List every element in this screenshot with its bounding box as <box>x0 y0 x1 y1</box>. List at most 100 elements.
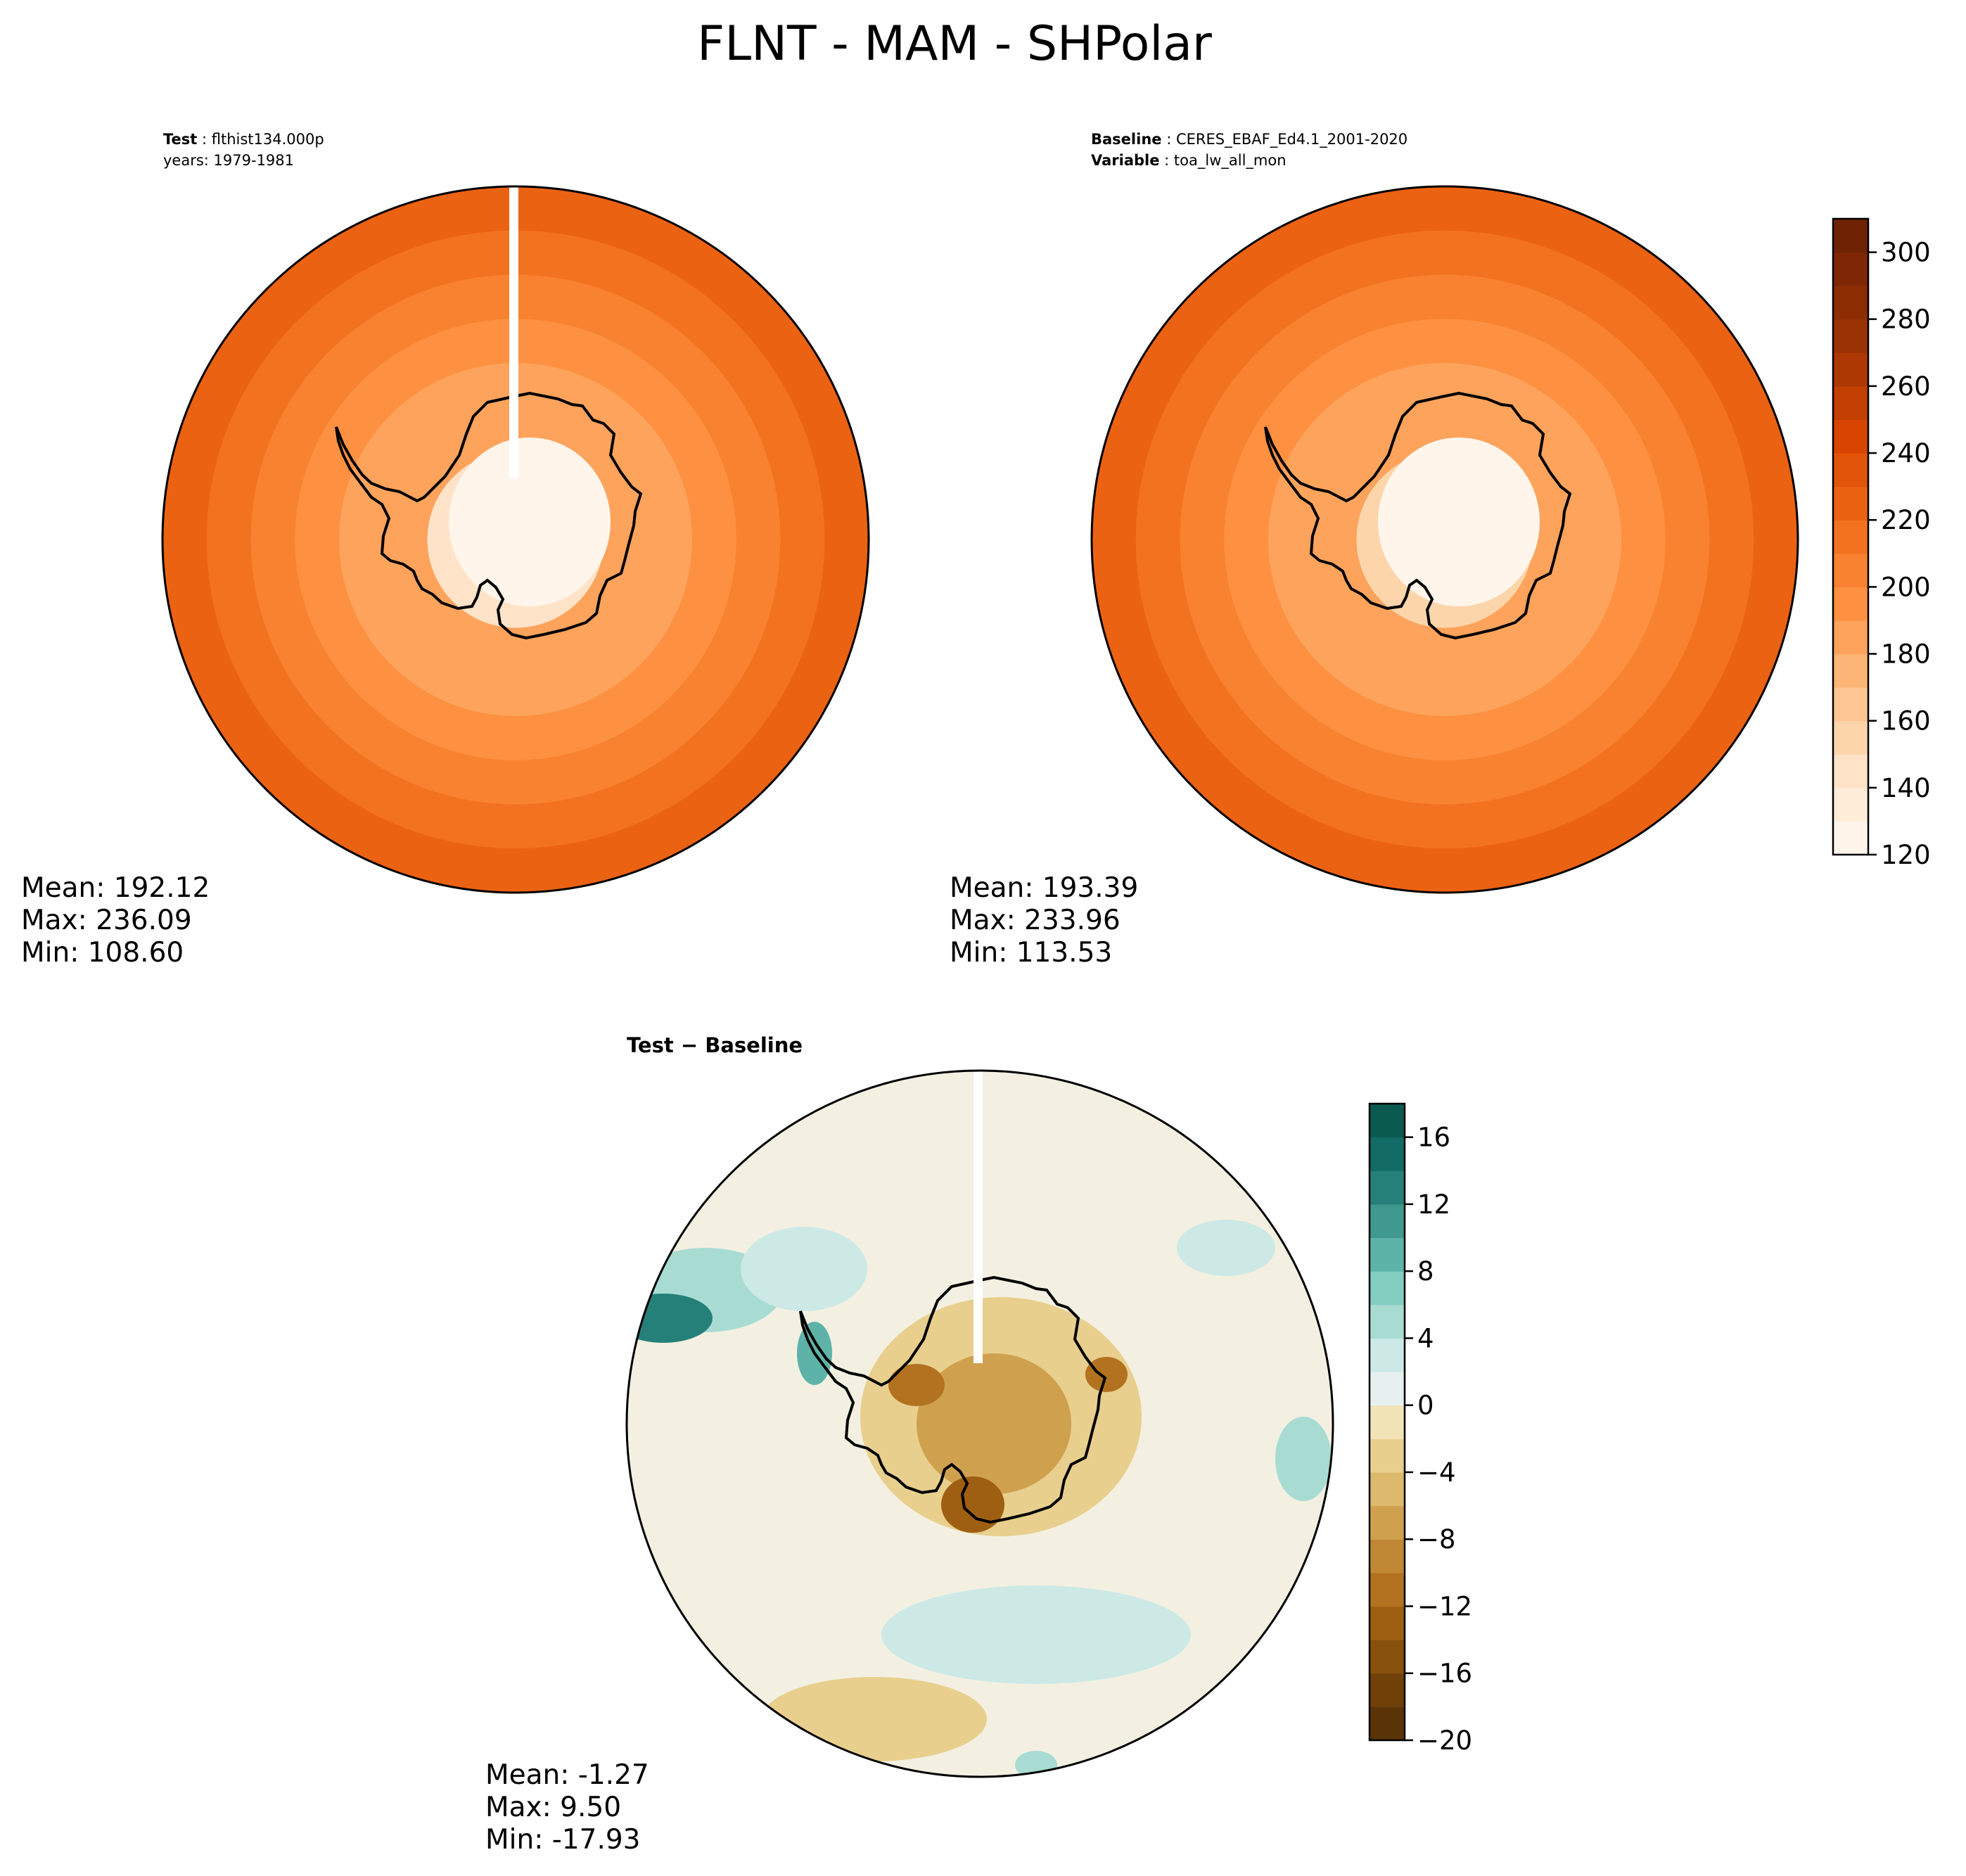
baseline-stat-min: Min: 113.53 <box>950 937 1112 969</box>
baseline-map <box>1092 186 1798 893</box>
baseline-colorbar-swatch <box>1833 319 1868 353</box>
baseline-antarctica-coastline <box>1264 391 1572 640</box>
difference-colorbar-tick-label: 8 <box>1417 1256 1434 1287</box>
difference-colorbar-swatch <box>1370 1338 1405 1372</box>
difference-stat-min: Min: -17.93 <box>485 1824 640 1856</box>
difference-colorbar-swatch <box>1370 1372 1405 1406</box>
difference-panel: Test − Baseline Mean: -1.27 Max: 9.50 Mi… <box>485 1033 1472 1856</box>
baseline-colorbar-swatch <box>1833 653 1868 688</box>
test-stat-max: Max: 236.09 <box>21 905 192 936</box>
difference-colorbar-swatch <box>1370 1706 1405 1741</box>
difference-colorbar-swatch <box>1370 1438 1405 1473</box>
test-header-key: Test <box>163 131 197 148</box>
baseline-colorbar-swatch <box>1833 219 1868 253</box>
difference-stat-max: Max: 9.50 <box>485 1792 621 1823</box>
baseline-colorbar-swatch <box>1833 486 1868 521</box>
baseline-header-value: CERES_EBAF_Ed4.1_2001-2020 <box>1176 131 1408 148</box>
difference-colorbar-swatch <box>1370 1104 1405 1138</box>
difference-field-blob-12 <box>1275 1417 1332 1501</box>
test-header-years: years: 1979-1981 <box>163 152 294 169</box>
baseline-plateau <box>1378 438 1540 606</box>
difference-colorbar-swatch <box>1370 1673 1405 1707</box>
variable-header-value: toa_lw_all_mon <box>1174 152 1287 170</box>
difference-colorbar-tick-label: 0 <box>1417 1391 1434 1421</box>
difference-field-blob-9 <box>762 1677 987 1761</box>
difference-colorbar-swatch <box>1370 1572 1405 1607</box>
baseline-colorbar-swatch <box>1833 787 1868 822</box>
difference-colorbar: −20 −16 −12 −8 −4 0 4 8 12 16 <box>1368 1102 1472 1756</box>
difference-field-blob-5 <box>917 1353 1071 1494</box>
difference-field-blob-2 <box>741 1227 867 1311</box>
baseline-colorbar-swatch <box>1833 520 1868 554</box>
difference-colorbar-tick-label: −16 <box>1417 1659 1472 1689</box>
variable-header-key: Variable <box>1091 152 1159 169</box>
difference-map-boundary <box>625 1069 1334 1778</box>
baseline-colorbar-tick-label: 240 <box>1881 438 1931 468</box>
baseline-colorbar-swatch <box>1833 385 1868 421</box>
baseline-colorbar-swatch <box>1833 720 1868 755</box>
baseline-colorbar-swatch <box>1833 453 1868 487</box>
difference-colorbar-swatch <box>1370 1640 1405 1674</box>
difference-colorbar-tick-label: −20 <box>1417 1725 1472 1756</box>
test-map <box>162 186 869 893</box>
difference-field-blob-8 <box>1085 1357 1128 1392</box>
baseline-colorbar-swatch <box>1833 687 1868 722</box>
difference-colorbar-swatch <box>1370 1170 1405 1205</box>
difference-colorbar-swatch <box>1370 1137 1405 1171</box>
difference-colorbar-swatch <box>1370 1204 1405 1239</box>
difference-colorbar-swatch <box>1370 1539 1405 1574</box>
baseline-map-boundary <box>1090 185 1799 894</box>
difference-colorbar-tick-label: 16 <box>1417 1123 1450 1153</box>
baseline-colorbar: 120 140 160 180 200 220 240 260 280 300 <box>1832 217 1931 870</box>
baseline-colorbar-swatch <box>1833 620 1868 655</box>
difference-colorbar-swatch <box>1370 1304 1405 1339</box>
baseline-colorbar-tick-label: 180 <box>1881 639 1931 670</box>
difference-colorbar-swatch <box>1370 1472 1405 1507</box>
test-missing-data-gap <box>509 186 518 478</box>
baseline-colorbar-swatch <box>1833 553 1868 587</box>
baseline-colorbar-tick-label: 140 <box>1881 773 1931 803</box>
test-stat-mean: Mean: 192.12 <box>21 872 210 904</box>
difference-field-blob-1 <box>627 1294 713 1343</box>
svg-text:Baseline : CERES_EBAF_Ed4.1_20: Baseline : CERES_EBAF_Ed4.1_2001-2020 <box>1091 131 1408 148</box>
baseline-colorbar-tick-label: 200 <box>1881 572 1931 602</box>
baseline-colorbar-tick-label: 160 <box>1881 706 1931 736</box>
difference-colorbar-swatch <box>1370 1237 1405 1272</box>
difference-colorbar-swatch <box>1370 1606 1405 1640</box>
baseline-header-key: Baseline <box>1091 131 1162 148</box>
baseline-colorbar-swatch <box>1833 754 1868 789</box>
svg-text:Variable : toa_lw_all_mon: Variable : toa_lw_all_mon <box>1091 152 1287 170</box>
difference-colorbar-tick-label: 4 <box>1417 1323 1434 1353</box>
difference-field-blob-7 <box>888 1364 945 1406</box>
test-panel: Test : flthist134.000p years: 1979-1981 … <box>21 131 870 969</box>
baseline-stat-mean: Mean: 193.39 <box>950 872 1138 904</box>
difference-field-blob-6 <box>941 1476 1004 1533</box>
difference-colorbar-swatch <box>1370 1271 1405 1306</box>
difference-colorbar-tick-label: −8 <box>1417 1524 1456 1555</box>
baseline-colorbar-swatch <box>1833 419 1868 454</box>
baseline-colorbar-tick-label: 260 <box>1881 371 1931 402</box>
difference-field-blob-11 <box>881 1585 1191 1684</box>
baseline-colorbar-swatch <box>1833 252 1868 286</box>
figure-title: FLNT - MAM - SHPolar <box>697 16 1212 72</box>
baseline-panel: Baseline : CERES_EBAF_Ed4.1_2001-2020 Va… <box>950 131 1931 969</box>
difference-antarctica-coastline <box>799 1275 1107 1524</box>
baseline-colorbar-frame <box>1832 217 1870 856</box>
test-map-boundary <box>161 185 870 894</box>
baseline-stat-max: Max: 233.96 <box>950 905 1121 936</box>
baseline-colorbar-swatch <box>1833 821 1868 855</box>
baseline-colorbar-swatch <box>1833 352 1868 387</box>
test-header-value: flthist134.000p <box>212 131 324 148</box>
svg-text:Test : flthist134.000p: Test : flthist134.000p <box>163 131 324 148</box>
difference-colorbar-frame <box>1368 1102 1406 1742</box>
baseline-colorbar-tick-label: 220 <box>1881 505 1931 535</box>
baseline-colorbar-tick-label: 280 <box>1881 305 1931 335</box>
difference-colorbar-tick-label: −4 <box>1417 1457 1456 1488</box>
baseline-colorbar-tick-label: 120 <box>1881 840 1931 870</box>
baseline-colorbar-tick-label: 300 <box>1881 238 1931 268</box>
difference-colorbar-swatch <box>1370 1505 1405 1540</box>
difference-missing-data-gap <box>974 1071 983 1363</box>
baseline-colorbar-swatch <box>1833 587 1868 621</box>
difference-colorbar-tick-label: 12 <box>1417 1189 1450 1220</box>
